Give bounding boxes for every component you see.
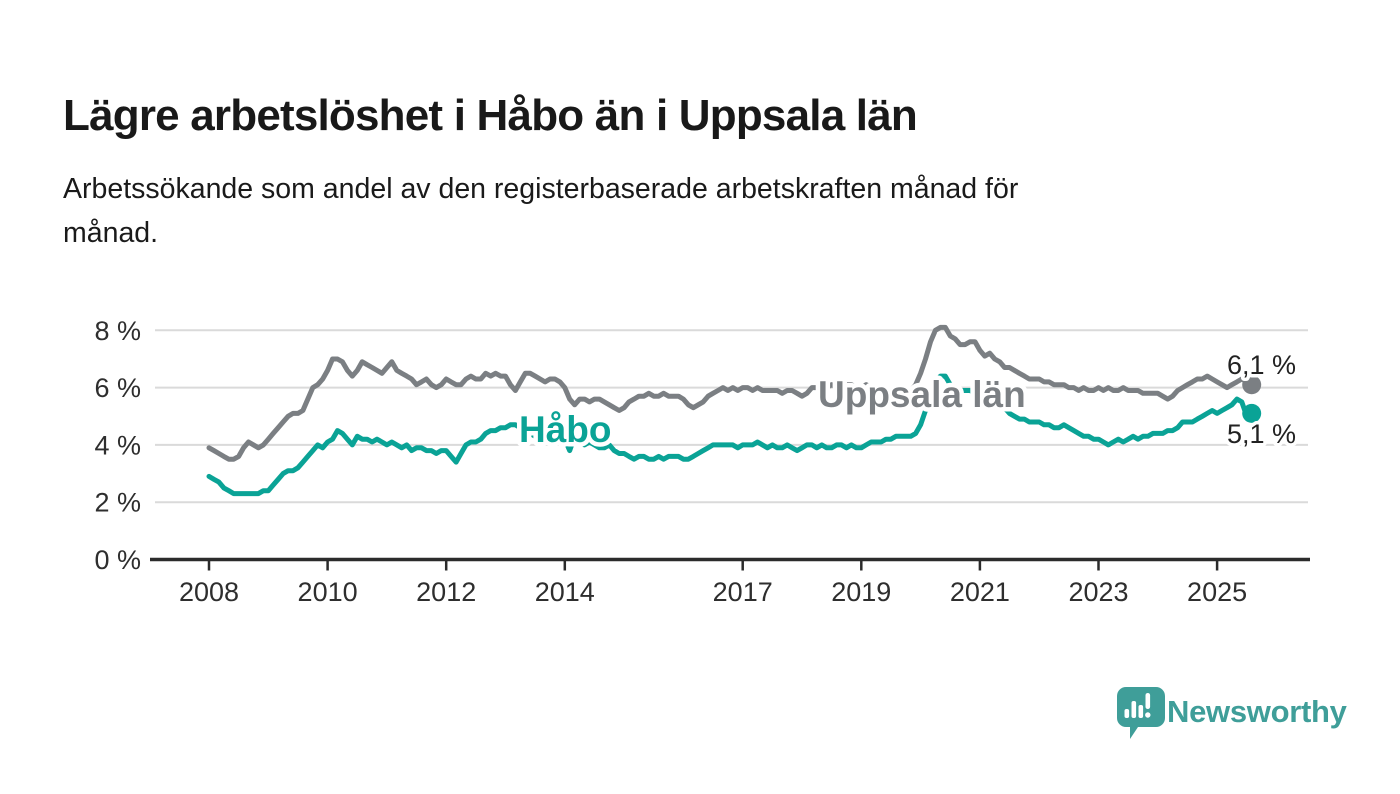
newsworthy-wordmark: Newsworthy bbox=[1167, 694, 1347, 729]
bar-medium-icon bbox=[1138, 705, 1144, 718]
bar-small-icon bbox=[1124, 709, 1130, 718]
page-title: Lägre arbetslöshet i Håbo än i Uppsala l… bbox=[63, 91, 918, 141]
x-tick-label-2023: 2023 bbox=[1068, 577, 1128, 607]
chart-subtitle: Arbetssökande som andel av den registerb… bbox=[63, 167, 1018, 255]
end-dot-uppsala-lan bbox=[1242, 375, 1262, 395]
x-tick-label-2019: 2019 bbox=[831, 577, 891, 607]
newsworthy-logo-icon bbox=[1117, 687, 1165, 739]
x-tick-label-2012: 2012 bbox=[416, 577, 476, 607]
series-line-habo bbox=[206, 373, 1255, 497]
end-dot-habo bbox=[1242, 403, 1262, 423]
x-tick-label-2010: 2010 bbox=[298, 577, 358, 607]
series-line-uppsala-lan bbox=[206, 324, 1255, 462]
bar-tall-icon bbox=[1131, 701, 1137, 718]
exclamation-bar-icon bbox=[1145, 693, 1151, 709]
series-label-uppsala-lan: Uppsala län bbox=[818, 374, 1026, 415]
x-tick-label-2014: 2014 bbox=[535, 577, 595, 607]
chart-subtitle-line-2: månad. bbox=[63, 217, 159, 249]
y-tick-label-4pct: 4 % bbox=[94, 430, 141, 460]
x-tick-label-2017: 2017 bbox=[713, 577, 773, 607]
chart-subtitle-line-1: Arbetssökande som andel av den registerb… bbox=[63, 173, 1019, 205]
y-tick-label-8pct: 8 % bbox=[94, 316, 141, 346]
series-label-habo: Håbo bbox=[519, 409, 612, 450]
x-tick-label-2025: 2025 bbox=[1187, 577, 1247, 607]
y-tick-label-0pct: 0 % bbox=[94, 545, 141, 575]
x-tick-label-2008: 2008 bbox=[179, 577, 239, 607]
x-tick-label-2021: 2021 bbox=[950, 577, 1010, 607]
y-tick-label-6pct: 6 % bbox=[94, 373, 141, 403]
y-tick-label-2pct: 2 % bbox=[94, 488, 141, 518]
value-label-habo: 5,1 % bbox=[1227, 419, 1296, 449]
newsworthy-branding: Newsworthy bbox=[1113, 683, 1353, 743]
value-label-uppsala-lan: 6,1 % bbox=[1227, 350, 1296, 380]
exclamation-dot-icon bbox=[1145, 712, 1151, 718]
